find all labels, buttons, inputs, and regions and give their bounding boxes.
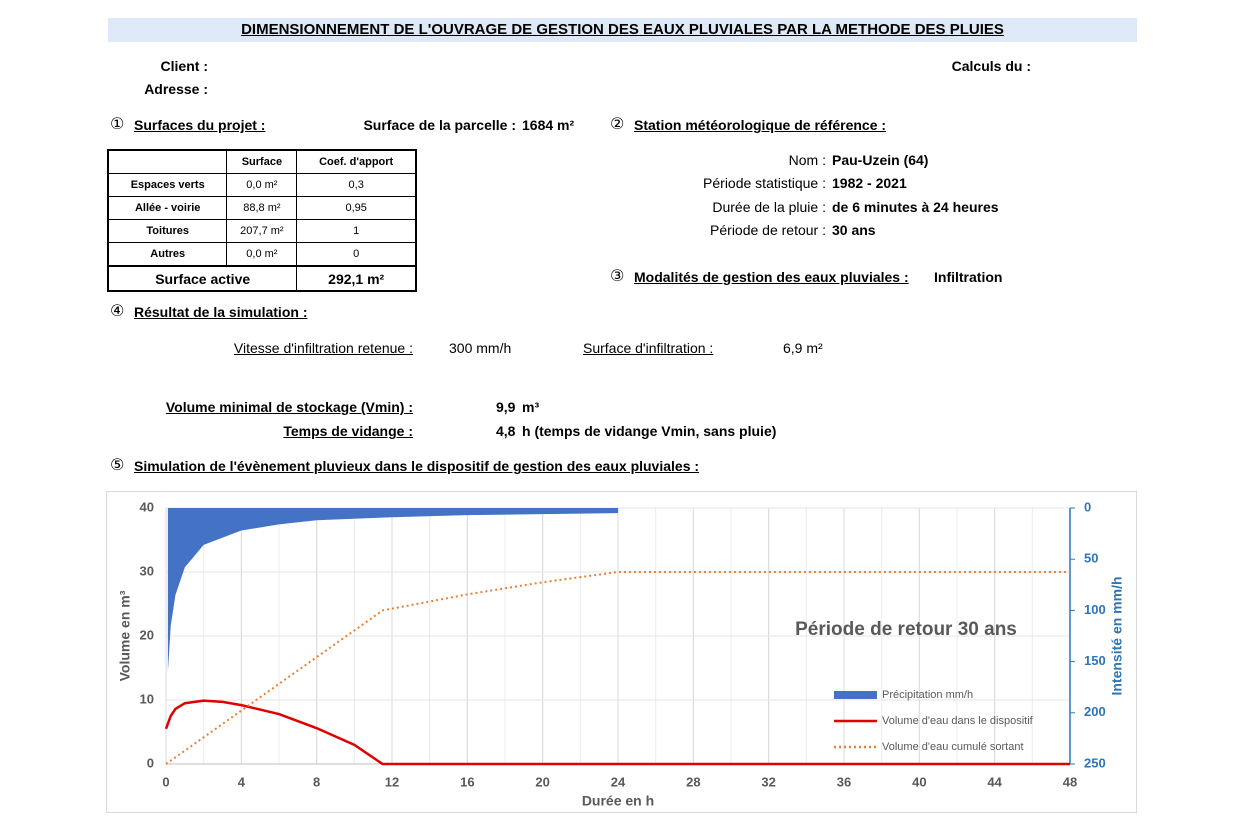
cell: 1: [296, 219, 417, 243]
client-label: Client :: [160, 58, 208, 74]
drain-value: 4,8: [496, 423, 516, 439]
section-number: ④: [110, 301, 125, 320]
x-tick-label: 16: [460, 774, 474, 789]
section-title: Surfaces du projet :: [134, 117, 266, 133]
x-tick-label: 48: [1063, 774, 1077, 789]
cell: 207,7 m²: [226, 219, 298, 243]
x-tick-label: 0: [162, 774, 169, 789]
vmin-unit: m³: [522, 399, 540, 415]
legend-label: Précipitation mm/h: [882, 689, 973, 701]
parcel-value: 1684 m²: [522, 117, 575, 133]
section-title: Modalités de gestion des eaux pluviales …: [634, 269, 909, 285]
x-tick-label: 40: [912, 774, 926, 789]
row-label: Allée - voirie: [107, 196, 228, 220]
section-number: ②: [610, 114, 625, 133]
table-row: Allée - voirie 88,8 m² 0,95: [107, 196, 417, 220]
y2-axis-label: Intensité en mm/h: [1109, 576, 1125, 695]
section-number: ①: [110, 114, 125, 133]
row-label: Espaces verts: [107, 173, 228, 197]
series-line: [165, 571, 1070, 765]
precipitation-area: [167, 508, 618, 672]
date-label: Calculs du :: [951, 58, 1031, 74]
y-tick-label: 10: [140, 691, 154, 706]
cell: 0,0 m²: [226, 242, 298, 267]
field-label: Nom :: [788, 152, 826, 168]
table-row: Espaces verts 0,0 m² 0,3: [107, 173, 417, 197]
y-tick-label: 0: [147, 755, 154, 770]
x-tick-label: 4: [238, 774, 246, 789]
y2-tick-label: 50: [1084, 551, 1098, 566]
y-tick-label: 30: [140, 563, 154, 578]
total-value: 292,1 m²: [296, 265, 417, 292]
table-corner: [107, 149, 228, 174]
y2-tick-label: 150: [1084, 653, 1106, 668]
row-label: Autres: [107, 242, 228, 267]
field-value: de 6 minutes à 24 heures: [832, 198, 999, 215]
row-label: Toitures: [107, 219, 228, 243]
address-label: Adresse :: [144, 81, 208, 97]
field-value: Pau-Uzein (64): [832, 152, 929, 168]
y2-tick-label: 0: [1084, 499, 1091, 514]
area-label: Surface d'infiltration :: [583, 340, 714, 356]
drain-unit: h (temps de vidange Vmin, sans pluie): [522, 423, 777, 439]
field-label: Période de retour :: [710, 221, 826, 238]
field-label: Durée de la pluie :: [712, 198, 826, 215]
annotation: Période de retour 30 ans: [795, 619, 1017, 640]
y-tick-label: 20: [140, 627, 154, 642]
cell: 88,8 m²: [226, 196, 298, 220]
total-label: Surface active: [107, 265, 298, 292]
y2-tick-label: 250: [1084, 755, 1106, 770]
table-row: Toitures 207,7 m² 1: [107, 219, 417, 243]
x-tick-label: 12: [385, 774, 399, 789]
section-number: ③: [610, 266, 625, 285]
x-tick-label: 32: [761, 774, 775, 789]
section-title: Simulation de l'évènement pluvieux dans …: [134, 458, 700, 474]
legend-swatch: [834, 691, 877, 699]
x-tick-label: 44: [987, 774, 1002, 789]
speed-value: 300 mm/h: [449, 340, 512, 356]
x-tick-label: 8: [313, 774, 320, 789]
series-line: [164, 699, 1070, 766]
surface-table: Surface Coef. d'apport Espaces verts 0,0 m…: [107, 149, 417, 292]
column-header: Surface: [226, 149, 298, 174]
y2-tick-label: 200: [1084, 704, 1106, 719]
parcel-label: Surface de la parcelle :: [363, 117, 516, 133]
x-tick-label: 20: [535, 774, 549, 789]
page-title: DIMENSIONNEMENT DE L'OUVRAGE DE GESTION …: [241, 21, 1004, 38]
field-value: 30 ans: [832, 221, 876, 238]
x-tick-label: 24: [611, 774, 626, 789]
vmin-label: Volume minimal de stockage (Vmin) :: [165, 399, 413, 415]
column-header: Coef. d'apport: [296, 149, 417, 174]
section-number: ⑤: [110, 455, 125, 474]
title-bar: [108, 18, 1137, 42]
y-tick-label: 40: [140, 499, 154, 514]
x-tick-label: 36: [837, 774, 851, 789]
drain-label: Temps de vidange :: [283, 423, 413, 439]
cell: 0: [296, 242, 417, 267]
x-tick-label: 28: [686, 774, 700, 789]
legend-label: Volume d'eau cumulé sortant: [882, 741, 1024, 753]
speed-label: Vitesse d'infiltration retenue :: [233, 340, 413, 356]
cell: 0,95: [296, 196, 417, 220]
table-row: Autres 0,0 m² 0: [107, 242, 417, 267]
field-value: 1982 - 2021: [832, 175, 907, 192]
y-axis-label: Volume en m³: [117, 590, 133, 681]
management-value: Infiltration: [934, 269, 1003, 285]
area-value: 6,9 m²: [783, 340, 823, 356]
x-axis-label: Durée en h: [582, 793, 654, 809]
field-label: Période statistique :: [703, 175, 826, 192]
legend-label: Volume d'eau dans le dispositif: [882, 715, 1034, 727]
y2-tick-label: 100: [1084, 602, 1106, 617]
cell: 0,0 m²: [226, 173, 298, 197]
vmin-value: 9,9: [496, 399, 516, 415]
section-title: Résultat de la simulation :: [134, 304, 308, 320]
section-title: Station météorologique de référence :: [634, 117, 887, 133]
cell: 0,3: [296, 173, 417, 197]
chart-frame: [106, 491, 1137, 813]
